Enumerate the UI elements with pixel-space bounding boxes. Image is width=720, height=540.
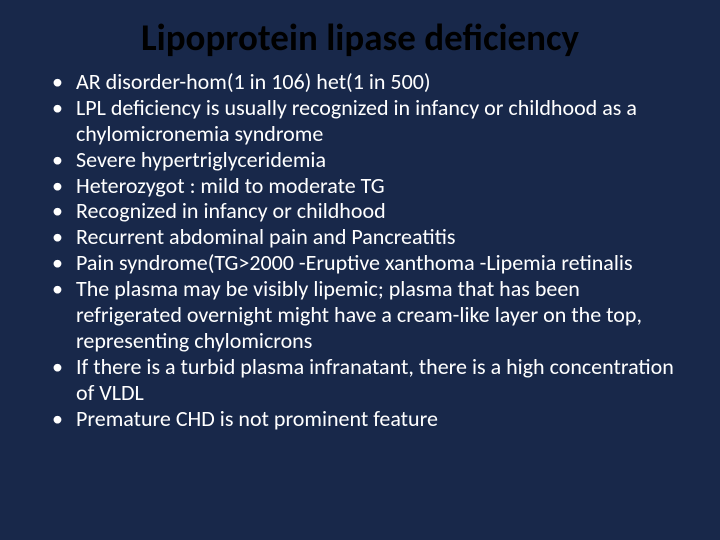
bullet-list: AR disorder-hom(1 in 106) het(1 in 500)L… [38,69,682,432]
bullet-item: The plasma may be visibly lipemic; plasm… [46,276,674,354]
bullet-item: Recognized in infancy or childhood [46,198,674,224]
bullet-item: Severe hypertriglyceridemia [46,147,674,173]
bullet-item: If there is a turbid plasma infranatant,… [46,354,674,406]
slide-title: Lipoprotein lipase deficiency [38,18,682,59]
bullet-item: AR disorder-hom(1 in 106) het(1 in 500) [46,69,674,95]
bullet-item: Recurrent abdominal pain and Pancreatiti… [46,224,674,250]
bullet-item: LPL deficiency is usually recognized in … [46,95,674,147]
slide-container: Lipoprotein lipase deficiency AR disorde… [0,0,720,540]
bullet-item: Premature CHD is not prominent feature [46,406,674,432]
bullet-item: Pain syndrome(TG>2000 -Eruptive xanthoma… [46,250,674,276]
bullet-item: Heterozygot : mild to moderate TG [46,173,674,199]
